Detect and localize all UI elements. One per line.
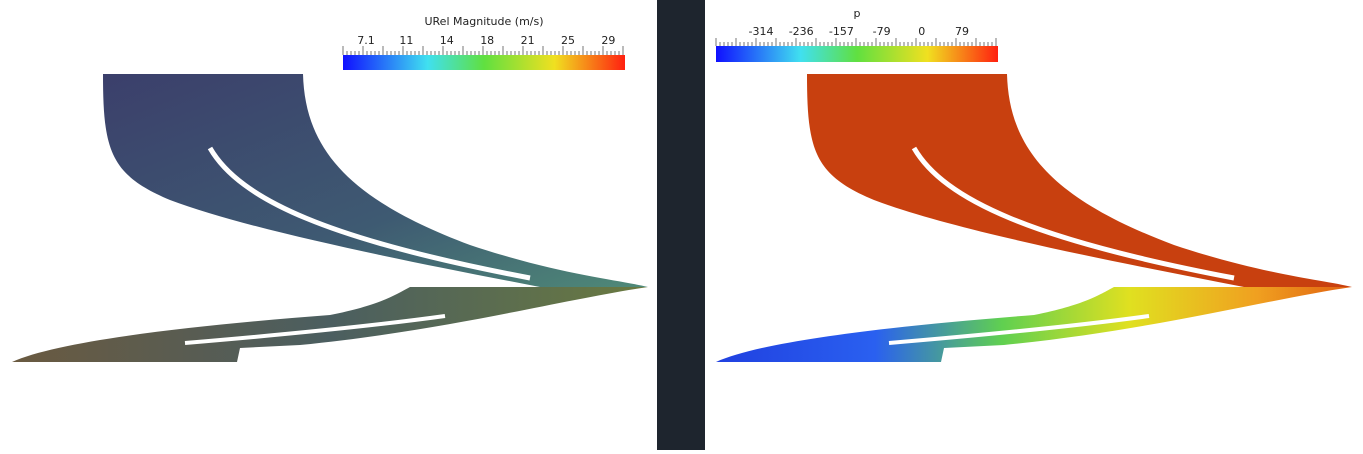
tick-label: -314: [749, 25, 774, 38]
colorbar: [343, 55, 625, 70]
tick-label: 25: [561, 34, 575, 47]
tick-label: -79: [873, 25, 891, 38]
colorbar-title: URel Magnitude (m/s): [424, 15, 543, 28]
tick-label: 29: [601, 34, 615, 47]
colorbar: [716, 46, 998, 62]
right-render: [716, 74, 1352, 362]
tick-label: 18: [480, 34, 494, 47]
tick-label: 7.1: [357, 34, 375, 47]
tick-label: 0: [918, 25, 925, 38]
tick-label: 14: [440, 34, 454, 47]
tick-label: 21: [521, 34, 535, 47]
divider: [657, 0, 705, 450]
tick-label: -157: [829, 25, 854, 38]
tick-label: -236: [789, 25, 814, 38]
tick-label: 11: [399, 34, 413, 47]
tick-label: 79: [955, 25, 969, 38]
left-render: [12, 74, 648, 362]
colorbar-title: p: [854, 7, 861, 20]
